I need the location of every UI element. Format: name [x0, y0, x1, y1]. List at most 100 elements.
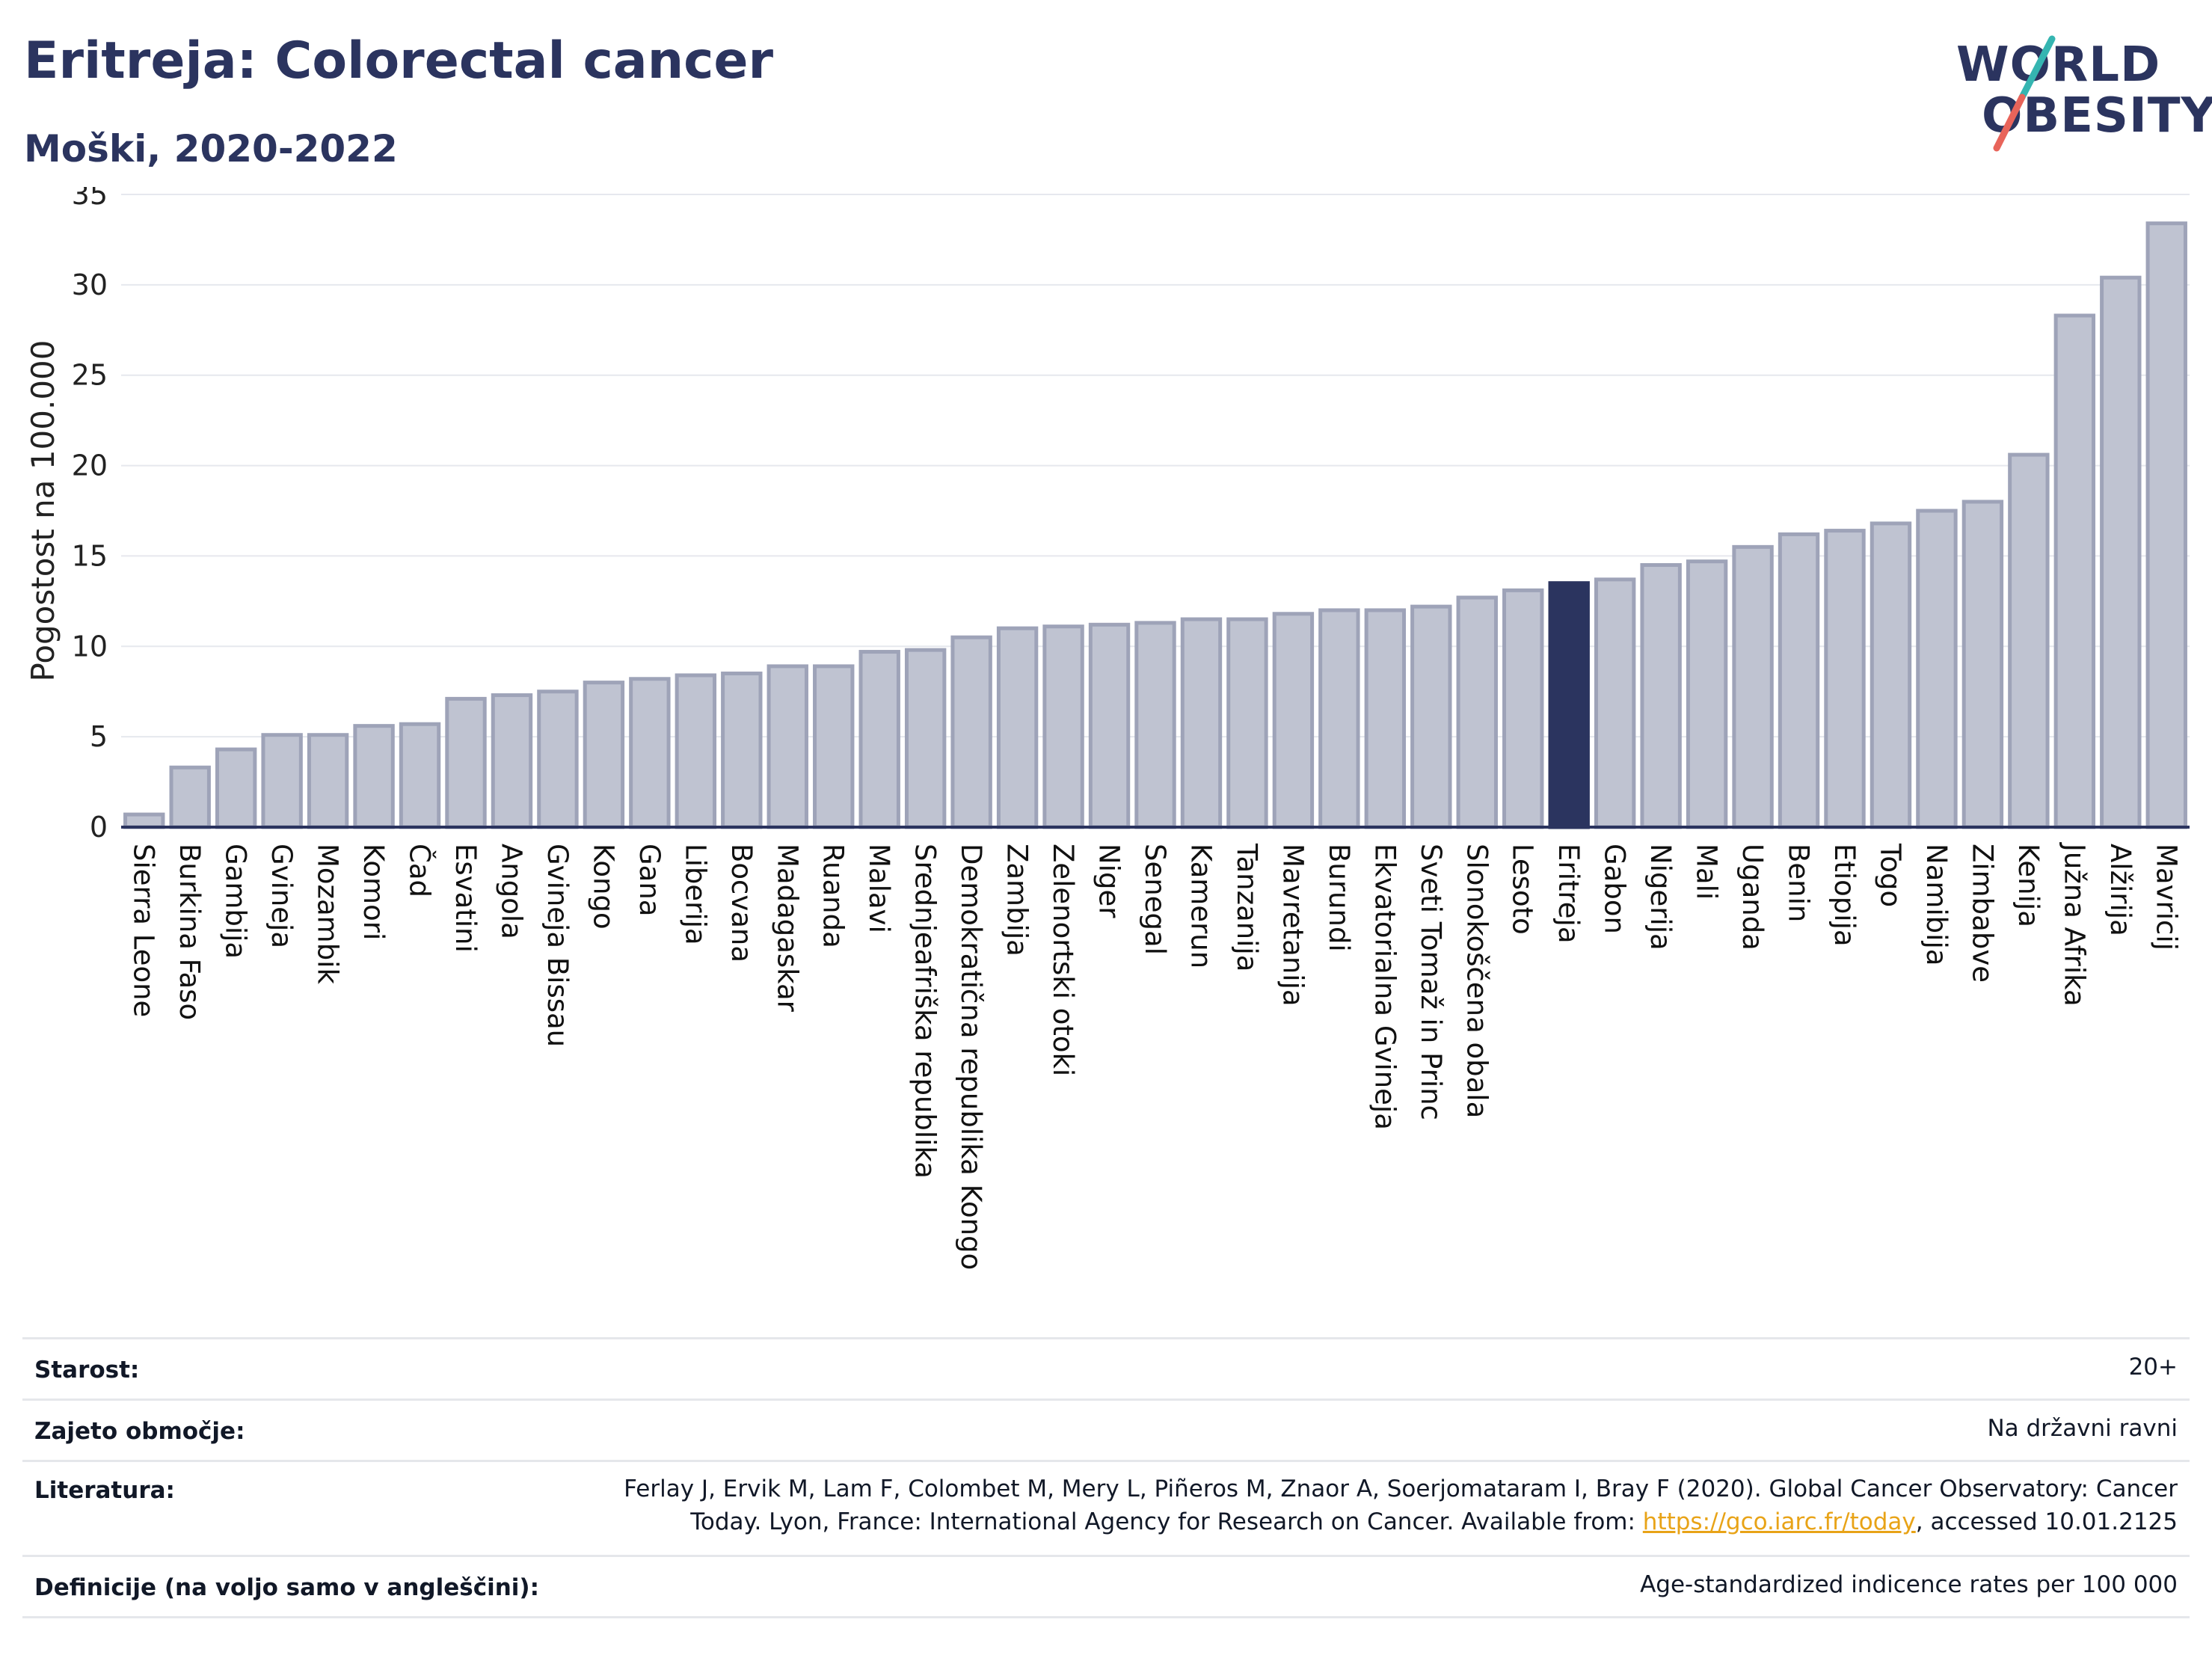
bar: [1961, 500, 2004, 829]
x-category-label: Malavi: [863, 844, 895, 933]
definitions-label: Definicije (na voljo samo v angleščini):: [34, 1574, 539, 1601]
bar: [904, 648, 947, 829]
definitions-value: Age-standardized indicence rates per 100…: [1640, 1571, 2178, 1598]
age-value: 20+: [2128, 1354, 2178, 1381]
x-category-label: Eritreja: [1552, 844, 1585, 944]
bar: [1226, 617, 1268, 829]
literature-line-1: Ferlay J, Ervik M, Lam F, Colombet M, Me…: [624, 1476, 2178, 1502]
x-category-label: Mali: [1691, 844, 1723, 900]
age-label: Starost:: [34, 1357, 140, 1384]
bar: [629, 677, 671, 829]
bar: [353, 724, 395, 829]
x-category-label: Alžirija: [2104, 844, 2136, 936]
x-category-label: Burundi: [1323, 844, 1355, 952]
bar: [996, 626, 1039, 829]
meta-row-age: Starost: 20+: [22, 1337, 2190, 1398]
x-category-label: Gabon: [1599, 844, 1631, 934]
x-category-label: Zelenortski otoki: [1047, 844, 1079, 1076]
x-category-label: Madagaskar: [771, 844, 803, 1013]
bar: [1640, 563, 1682, 829]
x-category-label: Kamerun: [1185, 844, 1217, 968]
bar: [123, 812, 165, 829]
x-category-label: Nigerija: [1644, 844, 1677, 951]
x-category-label: Komori: [357, 844, 390, 940]
x-category-label: Gvineja: [265, 844, 298, 948]
x-category-label: Sveti Tomaž in Princ: [1415, 844, 1447, 1120]
bar: [537, 690, 579, 829]
x-category-label: Senegal: [1139, 844, 1171, 955]
bar: [1318, 608, 1360, 829]
literature-link[interactable]: https://gco.iarc.fr/today: [1642, 1508, 1916, 1535]
x-category-label: Liberija: [679, 844, 711, 945]
chart-subtitle: Moški, 2020-2022: [24, 127, 398, 171]
x-category-label: Togo: [1874, 843, 1906, 907]
bar: [215, 747, 257, 829]
bar: [2008, 452, 2050, 829]
bar: [1502, 588, 1544, 829]
literature-text: Today. Lyon, France: International Agenc…: [690, 1508, 1643, 1535]
world-obesity-logo: WORLD OBESITY: [1944, 22, 2212, 157]
bar: [1456, 595, 1498, 829]
y-tick-label: 20: [72, 449, 108, 482]
bar: [307, 733, 349, 829]
bar: [675, 673, 717, 829]
meta-row-definitions: Definicije (na voljo samo v angleščini):…: [22, 1555, 2190, 1618]
bar: [1732, 544, 1774, 829]
x-category-label: Lesoto: [1507, 844, 1539, 935]
x-category-label: Etiopija: [1828, 844, 1861, 947]
chart-title: Eritreja: Colorectal cancer: [24, 31, 774, 90]
y-axis-title: Pogostost na 100.000: [25, 340, 61, 681]
x-category-label: Mozambik: [312, 844, 344, 984]
y-tick-label: 10: [72, 630, 108, 663]
literature-value: Ferlay J, Ervik M, Lam F, Colombet M, Me…: [624, 1473, 2178, 1538]
literature-label: Literatura:: [34, 1477, 175, 1504]
area-label: Zajeto območje:: [34, 1418, 245, 1445]
x-category-label: Bocvana: [725, 844, 758, 962]
x-category-label: Srednjeafriška republika: [909, 844, 941, 1179]
bar: [1594, 577, 1636, 829]
x-category-label: Južna Afrika: [2058, 842, 2090, 1007]
bar: [950, 635, 992, 829]
x-category-label: Mavretanija: [1276, 844, 1309, 1007]
bar: [1824, 529, 1866, 829]
bar: [1686, 559, 1728, 829]
y-tick-label: 30: [72, 268, 108, 301]
bar: [1180, 617, 1223, 829]
y-tick-label: 25: [72, 359, 108, 392]
x-category-label: Demokratična republika Kongo: [955, 844, 987, 1270]
bar: [2053, 313, 2096, 829]
meta-row-literature: Literatura: Ferlay J, Ervik M, Lam F, Co…: [22, 1460, 2190, 1555]
x-category-label: Benin: [1783, 844, 1815, 922]
bar: [1042, 624, 1084, 829]
x-category-label: Angola: [495, 844, 527, 939]
bar: [1272, 612, 1315, 829]
bar: [583, 681, 625, 829]
x-category-label: Zambija: [1001, 844, 1033, 957]
literature-line-2: Today. Lyon, France: International Agenc…: [624, 1505, 2178, 1538]
x-category-label: Uganda: [1736, 844, 1769, 951]
x-category-label: Slonokoščena obala: [1460, 844, 1493, 1118]
bar: [813, 664, 855, 829]
bar: [491, 693, 533, 829]
bar: [766, 664, 808, 829]
metadata-table: Starost: 20+ Zajeto območje: Na državni …: [22, 1337, 2190, 1618]
x-category-label: Gambija: [220, 844, 252, 959]
x-category-label: Sierra Leone: [128, 844, 160, 1017]
logo-slash-icon: [1993, 35, 2056, 152]
x-category-label: Esvatini: [449, 844, 482, 953]
x-category-label: Ruanda: [817, 844, 850, 948]
y-tick-label: 15: [72, 539, 108, 572]
x-category-label: Ekvatorialna Gvineja: [1368, 844, 1401, 1130]
bar: [1410, 604, 1452, 829]
bar: [261, 733, 303, 829]
x-category-label: Gana: [633, 844, 666, 916]
x-category-label: Zimbabve: [1966, 844, 1998, 983]
bar: [399, 722, 441, 829]
bar: [1548, 581, 1590, 829]
bar: [2100, 275, 2142, 829]
x-category-label: Kongo: [587, 844, 619, 930]
bar: [2145, 221, 2187, 829]
x-category-label: Mavricij: [2150, 844, 2182, 951]
bar: [1364, 608, 1407, 829]
x-category-label: Tanzanija: [1231, 843, 1263, 971]
